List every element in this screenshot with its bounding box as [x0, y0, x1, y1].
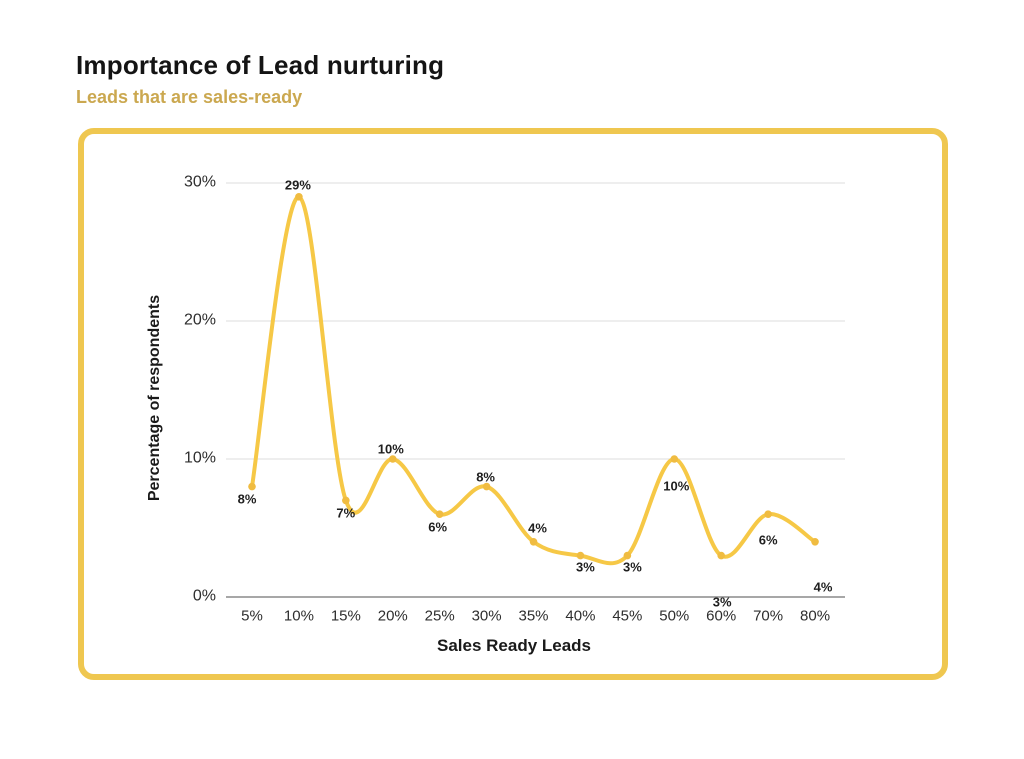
- chart-card: [78, 128, 948, 680]
- page-title: Importance of Lead nurturing: [76, 50, 445, 80]
- page-subtitle: Leads that are sales-ready: [76, 87, 303, 107]
